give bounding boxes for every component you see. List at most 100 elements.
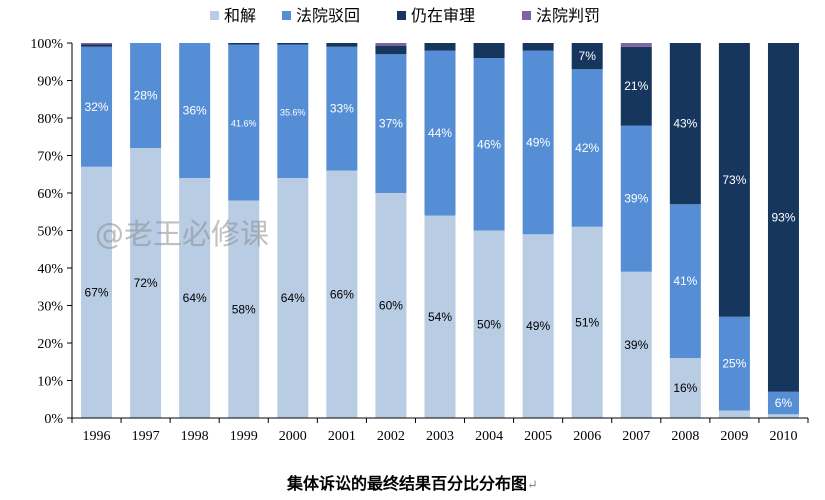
bar-segment <box>277 43 309 45</box>
data-label: 64% <box>183 291 207 305</box>
bar-segment <box>228 43 260 45</box>
bar-segment <box>522 50 554 235</box>
x-tick-label: 1998 <box>181 429 209 444</box>
bars: 67% 32% 72% 28% 64% 36% 58% 41.6% 64% 35.6% 66% 33%… <box>81 43 799 418</box>
bar-segment <box>522 234 554 418</box>
data-label: 41% <box>673 274 697 288</box>
data-label: 28% <box>134 89 158 103</box>
bar-segment <box>326 43 358 47</box>
bar-segment <box>179 43 211 178</box>
data-label: 6% <box>775 396 793 410</box>
x-tick-label: 2001 <box>328 429 356 444</box>
bar-segment <box>326 170 358 418</box>
data-label: 43% <box>673 117 697 131</box>
data-label: 50% <box>477 317 501 331</box>
bar-segment <box>130 43 162 148</box>
data-label: 35.6% <box>280 107 306 117</box>
data-label: 66% <box>330 287 354 301</box>
legend-swatch <box>397 11 406 20</box>
bar-segment <box>375 54 407 193</box>
x-tick-label: 2006 <box>573 429 601 444</box>
data-label: 46% <box>477 137 501 151</box>
y-tick-label: 20% <box>37 337 63 352</box>
bar-segment <box>767 391 799 415</box>
chart-title-text: 集体诉讼的最终结果百分比分布图 <box>287 474 528 493</box>
data-label: 32% <box>85 100 109 114</box>
bar-segment <box>571 69 603 227</box>
x-tick-label: 2009 <box>720 429 748 444</box>
legend: 和解 法院驳回 仍在审理 法院判罚 <box>210 6 600 25</box>
bar-segment <box>669 358 701 418</box>
y-tick-label: 50% <box>37 225 63 240</box>
y-tick-label: 100% <box>30 37 63 52</box>
x-tick-label: 2004 <box>475 429 503 444</box>
y-tick-label: 40% <box>37 262 63 277</box>
data-label: 33% <box>330 102 354 116</box>
bar-segment <box>571 43 603 70</box>
x-tick-label: 1997 <box>132 429 160 444</box>
bar-segment <box>718 410 750 418</box>
legend-label: 法院判罚 <box>536 6 600 25</box>
data-label: 73% <box>722 173 746 187</box>
bar-segment <box>473 43 505 58</box>
legend-swatch <box>282 11 291 20</box>
x-tick-label: 2005 <box>524 429 552 444</box>
bar-segment <box>277 44 309 178</box>
bar-segment <box>81 44 113 47</box>
axes: 1996 1997 1998 1999 2000 2001 2002 2003 2004 2005… <box>30 37 809 444</box>
data-label: 16% <box>673 381 697 395</box>
y-tick-label: 80% <box>37 112 63 127</box>
data-label: 41.6% <box>231 119 257 129</box>
bar-segment <box>375 43 407 46</box>
bar-segment <box>620 43 652 47</box>
bar-segment <box>620 125 652 272</box>
data-label: 39% <box>624 192 648 206</box>
data-label: 93% <box>771 210 795 224</box>
bar-segment <box>473 230 505 418</box>
bar-segment <box>522 43 554 51</box>
data-label: 42% <box>575 141 599 155</box>
y-tick-label: 30% <box>37 300 63 315</box>
bar-segment <box>571 226 603 418</box>
data-label: 49% <box>526 135 550 149</box>
stacked-bar-chart: 和解 法院驳回 仍在审理 法院判罚 67% 32% 72% 28% 64% 36% 58% 41.6… <box>30 6 809 444</box>
bar-segment <box>718 316 750 411</box>
y-tick-label: 70% <box>37 150 63 165</box>
bar-segment <box>326 46 358 171</box>
x-tick-label: 2010 <box>769 429 797 444</box>
data-label: 25% <box>722 357 746 371</box>
chart-title: 集体诉讼的最终结果百分比分布图↵ <box>0 470 825 494</box>
y-tick-label: 10% <box>37 375 63 390</box>
x-tick-label: 2002 <box>377 429 405 444</box>
return-mark-icon: ↵ <box>527 478 538 493</box>
data-label: 60% <box>379 299 403 313</box>
x-tick-label: 2000 <box>279 429 307 444</box>
bar-segment <box>718 43 750 317</box>
data-label: 51% <box>575 315 599 329</box>
y-tick-label: 90% <box>37 75 63 90</box>
data-label: 49% <box>526 319 550 333</box>
x-tick-label: 2003 <box>426 429 454 444</box>
data-label: 67% <box>85 285 109 299</box>
bar-segment <box>767 43 799 392</box>
bar-segment <box>669 43 701 205</box>
bar-segment <box>669 204 701 358</box>
legend-label: 仍在审理 <box>411 6 475 25</box>
legend-swatch <box>522 11 531 20</box>
data-label: 7% <box>579 49 597 63</box>
bar-segment <box>130 148 162 418</box>
bar-segment <box>81 43 113 45</box>
data-label: 37% <box>379 117 403 131</box>
bar-segment <box>228 200 260 418</box>
data-label: 44% <box>428 126 452 140</box>
legend-swatch <box>210 11 219 20</box>
bar-segment <box>277 178 309 418</box>
data-label: 72% <box>134 276 158 290</box>
data-label: 64% <box>281 291 305 305</box>
y-tick-label: 60% <box>37 187 63 202</box>
bar-segment <box>81 46 113 167</box>
bar-segment <box>424 43 456 51</box>
bar-segment <box>375 193 407 418</box>
bar-segment <box>473 58 505 231</box>
bar-segment <box>767 414 799 418</box>
